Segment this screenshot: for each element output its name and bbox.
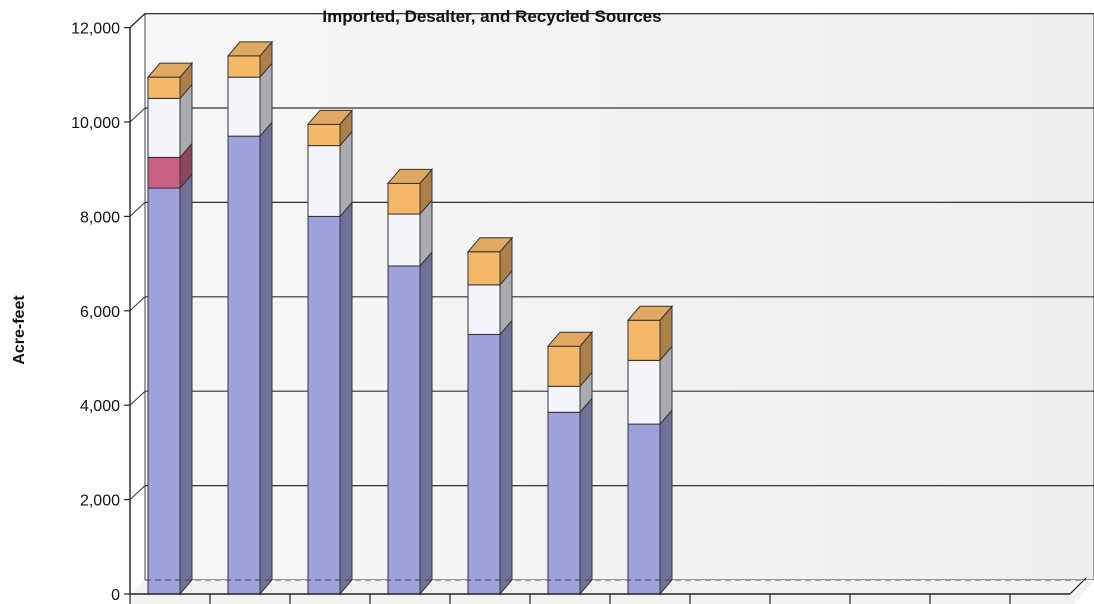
bar-stack bbox=[146, 61, 194, 596]
chart-title: Imported, Desalter, and Recycled Sources bbox=[322, 7, 661, 26]
bar-segment-front bbox=[307, 215, 341, 595]
bar-segment-side bbox=[179, 172, 193, 596]
plot-floor bbox=[130, 580, 1094, 604]
gridlines bbox=[129, 13, 1094, 500]
bar-segment-side bbox=[419, 250, 433, 596]
bar-segment-front bbox=[147, 97, 181, 158]
bar-segment-front bbox=[547, 411, 581, 595]
bar-segment-side bbox=[659, 408, 673, 596]
bar-segment-front bbox=[547, 345, 581, 387]
bar-top-face bbox=[546, 331, 594, 347]
bar-segment-front bbox=[627, 319, 661, 361]
bar-segment-front bbox=[227, 76, 261, 137]
bar-stack bbox=[626, 304, 674, 596]
y-tick-label: 2,000 bbox=[80, 493, 120, 510]
bar-segment-front bbox=[627, 423, 661, 595]
y-tick-label: 6,000 bbox=[80, 304, 120, 321]
bar-stack bbox=[306, 109, 354, 596]
bar-segment-side bbox=[259, 120, 273, 596]
bar-segment-front bbox=[627, 359, 661, 425]
bar-segment-front bbox=[467, 284, 501, 335]
x-axis-edge bbox=[1069, 577, 1087, 595]
gridline-side bbox=[129, 202, 146, 217]
y-tick-label: 10,000 bbox=[71, 115, 120, 132]
y-tick-label: 12,000 bbox=[71, 21, 120, 38]
bar-segment-front bbox=[307, 145, 341, 217]
bar-segment-front bbox=[467, 251, 501, 286]
gridline-side bbox=[129, 107, 146, 123]
y-axis-top-edge bbox=[129, 13, 146, 29]
gridline-side bbox=[129, 296, 146, 312]
axes: 0 2,000 4,000 6,000 8,000 10,000 12,000 bbox=[71, 13, 1087, 604]
bar-segment-side bbox=[339, 201, 353, 596]
bar-segment-front bbox=[387, 265, 421, 595]
bar-stack bbox=[546, 330, 594, 596]
bar-top-face bbox=[466, 237, 514, 253]
gridline-side bbox=[129, 485, 146, 500]
bar-segment-front bbox=[147, 76, 181, 99]
bar-stack bbox=[466, 236, 514, 596]
gridline-side bbox=[129, 390, 146, 406]
bar-segment-front bbox=[227, 135, 261, 595]
bar-stack bbox=[226, 40, 274, 596]
bar-segment-front bbox=[467, 333, 501, 595]
bar-segment-front bbox=[387, 213, 421, 267]
bar-segment-side bbox=[499, 319, 513, 596]
bar-top-face bbox=[306, 109, 354, 125]
bar-top-face bbox=[626, 305, 674, 321]
bar-top-face bbox=[146, 62, 194, 78]
y-tick-label: 4,000 bbox=[80, 398, 120, 415]
bar-segment-front bbox=[387, 182, 421, 215]
bar-segment-front bbox=[147, 187, 181, 595]
bar-segment-side bbox=[339, 130, 353, 218]
y-tick-label: 0 bbox=[111, 587, 120, 604]
bar-stack bbox=[386, 168, 434, 596]
plot-background bbox=[130, 13, 1094, 604]
bar-top-face bbox=[226, 41, 274, 57]
bar-segment-front bbox=[547, 385, 581, 413]
bar-segment-front bbox=[147, 156, 181, 189]
bar-top-face bbox=[386, 168, 434, 184]
y-axis-label: Acre-feet bbox=[11, 295, 28, 365]
bar-segment-front bbox=[307, 123, 341, 147]
bar-segment-front bbox=[227, 55, 261, 78]
bar-segment-side bbox=[579, 396, 593, 596]
y-tick-label: 8,000 bbox=[80, 209, 120, 226]
